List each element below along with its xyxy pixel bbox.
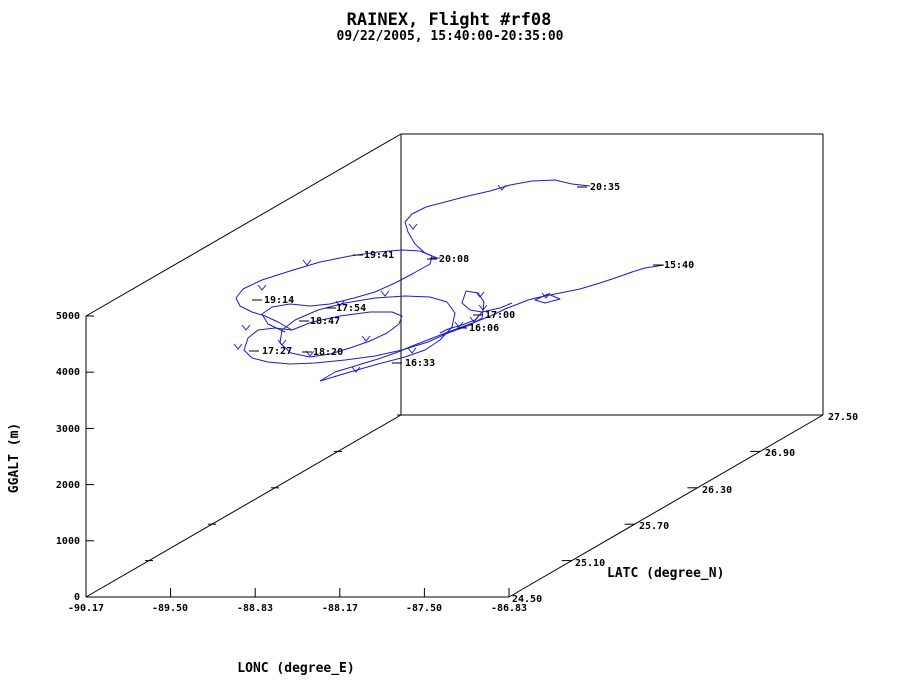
time-label: 20:35	[590, 182, 620, 193]
z-tick-labels: 0 1000 2000 3000 4000 5000	[56, 311, 80, 603]
time-label: 16:06	[469, 323, 499, 334]
z-tick-label: 2000	[56, 480, 80, 491]
z-tick-label: 3000	[56, 424, 80, 435]
track-segment	[279, 295, 456, 382]
track-segment	[243, 290, 513, 365]
z-tick-label: 1000	[56, 536, 80, 547]
x-tick-label: -87.50	[406, 603, 442, 614]
axis-ticks	[85, 315, 823, 598]
track-segment	[404, 179, 591, 259]
track-segment	[319, 264, 665, 382]
chart-title: RAINEX, Flight #rf08	[347, 10, 552, 30]
time-marks	[249, 186, 663, 364]
direction-arrow	[351, 366, 361, 373]
y-tick-label: 26.30	[702, 485, 732, 496]
x-axis-label: LONC (degree_E)	[237, 661, 354, 676]
time-label: 19:14	[264, 295, 294, 306]
direction-arrow	[241, 324, 251, 331]
x-tick-label: -86.83	[491, 603, 527, 614]
direction-arrow	[257, 284, 267, 291]
z-tick-label: 5000	[56, 311, 80, 322]
direction-arrows	[233, 184, 551, 373]
x-tick-label: -88.17	[322, 603, 358, 614]
direction-arrow	[407, 347, 417, 354]
z-tick-label: 4000	[56, 367, 80, 378]
time-label: 19:41	[364, 250, 394, 261]
direction-arrow	[454, 321, 464, 328]
track-segment	[235, 249, 433, 333]
plot-box-frame	[85, 133, 824, 598]
time-label: 18:20	[313, 347, 343, 358]
direction-arrow	[497, 184, 507, 191]
time-label: 17:54	[336, 303, 366, 314]
y-tick-label: 24.50	[512, 594, 542, 605]
flight-track	[235, 179, 665, 382]
direction-arrow	[475, 291, 485, 298]
y-axis-label: LATC (degree_N)	[607, 566, 724, 581]
y-tick-label: 25.70	[639, 521, 669, 532]
x-tick-label: -89.50	[152, 603, 188, 614]
x-tick-label: -88.83	[237, 603, 273, 614]
time-labels: 15:40 16:06 16:33 17:00 17:27 17:54 18:2…	[262, 182, 694, 369]
z-axis-label: GGALT (m)	[7, 423, 22, 493]
direction-arrow	[361, 335, 371, 342]
y-tick-labels: 24.50 25.10 25.70 26.30 26.90 27.50	[512, 412, 858, 605]
y-tick-label: 26.90	[765, 448, 795, 459]
y-tick-label: 25.10	[575, 558, 605, 569]
direction-arrow	[277, 339, 287, 346]
direction-arrow	[469, 316, 479, 323]
y-tick-label: 27.50	[828, 412, 858, 423]
direction-arrow	[408, 223, 418, 230]
direction-arrow	[541, 292, 551, 299]
x-tick-labels: -90.17 -89.50 -88.83 -88.17 -87.50 -86.8…	[68, 603, 527, 614]
direction-arrow	[305, 350, 315, 357]
x-tick-label: -90.17	[68, 603, 104, 614]
time-label: 18:47	[310, 316, 340, 327]
z-tick-label: 0	[74, 592, 80, 603]
direction-arrow	[335, 300, 345, 307]
time-label: 20:08	[439, 254, 469, 265]
time-label: 15:40	[664, 260, 694, 271]
direction-arrow	[380, 290, 390, 297]
direction-arrow	[233, 343, 243, 350]
track-segment	[534, 293, 561, 304]
direction-arrow	[302, 259, 312, 266]
time-label: 17:27	[262, 346, 292, 357]
chart-subtitle: 09/22/2005, 15:40:00-20:35:00	[337, 29, 564, 44]
time-label: 17:00	[485, 310, 515, 321]
direction-arrow	[478, 304, 488, 311]
time-label: 16:33	[405, 358, 435, 369]
